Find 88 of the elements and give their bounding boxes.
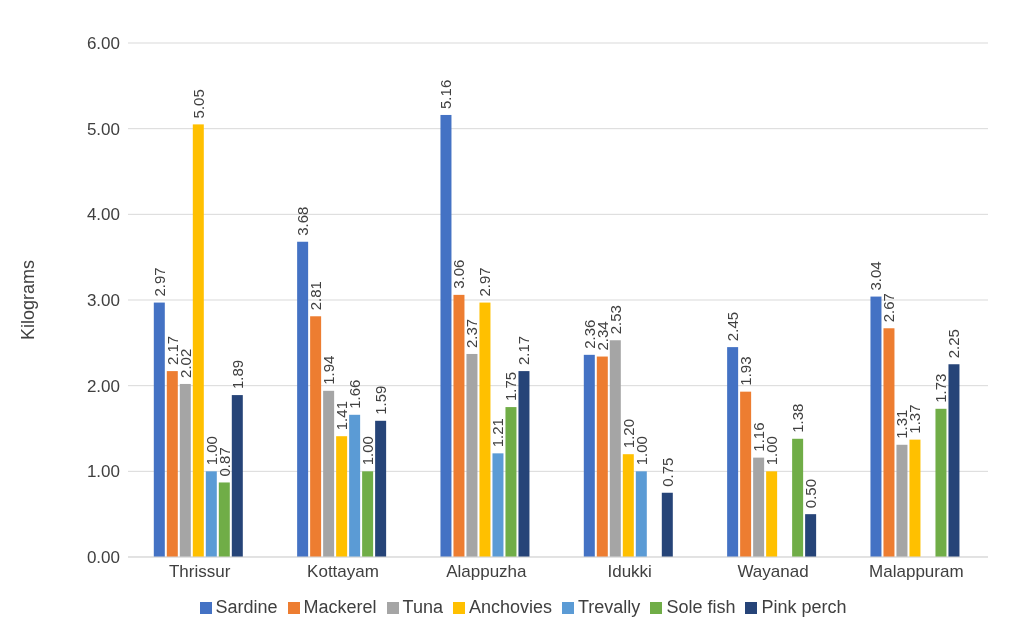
bar: [218, 482, 230, 557]
legend-label: Anchovies: [468, 597, 553, 617]
y-tick-label: 5.00: [86, 119, 120, 139]
data-label: 2.81: [307, 281, 325, 311]
bar: [766, 471, 778, 557]
y-tick-label: 2.00: [86, 376, 120, 396]
bar: [362, 471, 374, 557]
legend-label: Mackerel: [303, 597, 377, 617]
bar: [440, 114, 452, 557]
data-label: 2.25: [945, 329, 963, 359]
data-label: 1.59: [372, 385, 390, 415]
y-axis-title: Kilograms: [18, 259, 39, 341]
bar: [596, 356, 608, 557]
bar: [492, 453, 504, 557]
data-label: 0.75: [658, 457, 676, 487]
data-label: 2.17: [515, 335, 533, 366]
bar: [635, 471, 647, 557]
legend-label: Pink perch: [761, 597, 847, 617]
bar: [792, 438, 804, 557]
data-label: 2.17: [163, 335, 181, 366]
legend-label: Trevally: [578, 597, 641, 617]
bar: [466, 353, 478, 557]
data-label: 1.75: [502, 371, 520, 402]
bar: [153, 302, 165, 557]
bar: [166, 371, 178, 557]
bar: [805, 514, 817, 557]
bar: [661, 492, 673, 557]
data-label: 0.50: [802, 478, 820, 509]
data-label: 2.67: [880, 293, 898, 323]
legend-label: Sole fish: [666, 597, 736, 617]
data-label: 1.93: [737, 356, 755, 386]
x-tick-label: Idukki: [607, 562, 652, 582]
bar: [479, 302, 491, 557]
data-label: 1.94: [320, 355, 338, 385]
bar: [231, 395, 243, 557]
bar: [453, 294, 465, 557]
data-label: 5.16: [437, 79, 455, 109]
bar: [909, 439, 921, 557]
bar: [323, 390, 335, 557]
x-tick-label: Malappuram: [869, 562, 964, 582]
data-label: 2.36: [580, 319, 598, 349]
legend-label: Sardine: [215, 597, 278, 617]
bar: [727, 347, 739, 557]
bar: [609, 340, 621, 557]
legend-label: Tuna: [402, 597, 443, 617]
data-label: 1.73: [932, 373, 950, 403]
bar: [349, 414, 361, 557]
y-tick-label: 3.00: [86, 291, 120, 311]
bar: [310, 316, 322, 557]
bar: [870, 296, 882, 557]
bar: [883, 328, 895, 557]
x-tick-label: Thrissur: [168, 562, 231, 582]
data-label: 3.04: [867, 261, 885, 291]
x-tick-label: Kottayam: [307, 562, 379, 582]
data-label: 3.68: [294, 206, 312, 236]
data-label: 5.05: [189, 89, 207, 119]
data-label: 1.20: [619, 419, 637, 449]
y-tick-label: 1.00: [86, 462, 120, 482]
data-label: 1.00: [359, 436, 377, 466]
data-label: 1.89: [228, 359, 246, 390]
data-label: 2.37: [463, 318, 481, 348]
data-label: 1.00: [202, 436, 220, 466]
bar: [583, 354, 595, 557]
bar: [375, 420, 387, 557]
bar: [935, 408, 947, 557]
data-label: 2.45: [724, 311, 742, 342]
bar: [505, 407, 517, 557]
data-label: 1.38: [789, 403, 807, 433]
data-label: 3.06: [450, 259, 468, 289]
y-tick-label: 4.00: [86, 205, 120, 225]
bar: [753, 457, 765, 557]
bar: [518, 371, 530, 557]
bar: [740, 391, 752, 557]
bar: [948, 364, 960, 557]
bar: [179, 383, 191, 557]
bar: [896, 444, 908, 557]
data-label: 2.97: [476, 267, 494, 297]
bar: [192, 124, 204, 557]
bar: [336, 436, 348, 557]
bar: [297, 241, 309, 557]
data-label: 1.21: [489, 418, 507, 448]
data-label: 2.97: [150, 267, 168, 297]
y-tick-label: 6.00: [86, 34, 120, 54]
y-tick-label: 0.00: [86, 548, 120, 568]
x-tick-label: Alappuzha: [446, 562, 528, 582]
bar: [205, 471, 217, 557]
bar: [622, 454, 634, 557]
x-tick-label: Wayanad: [737, 562, 809, 582]
